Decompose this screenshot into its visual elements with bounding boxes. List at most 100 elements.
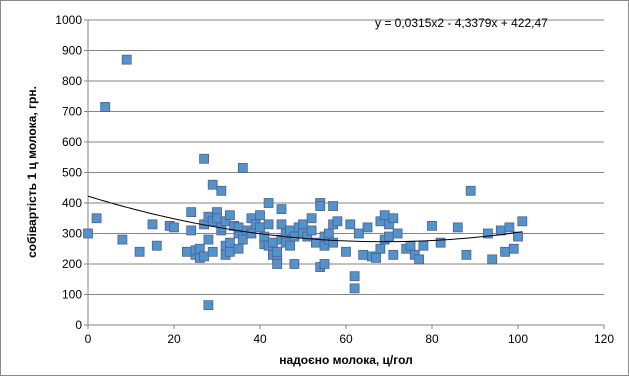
data-point [414, 254, 425, 265]
y-tick-label: 400 [62, 196, 82, 210]
data-point [452, 222, 463, 233]
x-axis-title: надоєно молока, ц/гол [279, 353, 413, 367]
data-point [362, 222, 373, 233]
data-point [186, 225, 197, 236]
data-point [388, 249, 399, 260]
data-point [349, 271, 360, 282]
data-point [117, 234, 128, 245]
y-tick-label: 900 [62, 44, 82, 58]
data-point [289, 259, 300, 269]
data-point [91, 213, 102, 224]
y-tick-label: 600 [62, 135, 82, 149]
data-point [216, 185, 227, 196]
data-point [237, 234, 248, 245]
data-point [147, 219, 158, 230]
data-point [199, 153, 210, 164]
data-point [487, 254, 498, 265]
data-point [405, 240, 416, 251]
y-tick-label: 100 [62, 288, 82, 302]
data-point [263, 198, 274, 208]
data-point [375, 243, 386, 254]
data-point [169, 222, 179, 233]
trendline-equation: y = 0,0315x2 - 4,3379x + 422,47 [375, 16, 548, 30]
trendline [87, 195, 523, 243]
data-point [500, 246, 511, 257]
data-point [203, 234, 214, 245]
x-tick-labels: 0 20 40 60 80 100 120 [85, 332, 615, 346]
data-point [388, 213, 399, 224]
data-point [207, 179, 218, 190]
data-point [272, 259, 283, 269]
data-point [134, 246, 145, 257]
gridlines [84, 19, 605, 329]
data-point [298, 219, 308, 230]
data-point [121, 54, 132, 65]
data-point [482, 228, 493, 239]
y-axis-title: собівартість 1 ц молока, грн. [25, 86, 39, 258]
x-tick-label: 20 [167, 332, 181, 346]
data-point [151, 240, 162, 251]
data-point [319, 259, 330, 269]
data-point [379, 210, 390, 221]
data-point [285, 240, 296, 251]
data-point [207, 246, 218, 257]
y-tick-label: 0 [75, 318, 82, 332]
data-point [461, 249, 472, 260]
data-point [224, 246, 235, 257]
data-point [306, 225, 317, 236]
data-point [224, 237, 235, 248]
data-point [504, 222, 515, 233]
data-point [237, 163, 248, 173]
x-tick-label: 60 [339, 332, 353, 346]
data-point [349, 283, 360, 294]
data-point [435, 237, 446, 248]
data-point [418, 240, 429, 251]
data-point [384, 231, 394, 242]
data-point [272, 246, 283, 257]
y-tick-label: 500 [62, 166, 82, 180]
data-point [508, 243, 519, 254]
data-point [371, 252, 382, 263]
data-point [100, 102, 111, 112]
x-tick-label: 0 [85, 332, 92, 346]
data-point [323, 228, 334, 239]
data-point [263, 219, 274, 230]
y-tick-label: 800 [62, 74, 82, 88]
data-point [203, 300, 214, 311]
data-point [392, 228, 403, 239]
data-point [328, 201, 339, 211]
x-tick-label: 40 [253, 332, 267, 346]
y-tick-label: 700 [62, 105, 82, 119]
data-point [212, 213, 222, 224]
data-point [341, 246, 351, 257]
data-point [224, 210, 235, 221]
y-tick-label: 300 [62, 227, 82, 241]
data-point [427, 220, 437, 231]
data-point [276, 204, 287, 215]
data-point [276, 219, 287, 230]
x-tick-label: 120 [594, 332, 614, 346]
data-point [345, 219, 356, 230]
data-point [246, 228, 257, 239]
data-point [495, 225, 506, 236]
x-tick-label: 80 [425, 332, 439, 346]
y-tick-label: 200 [62, 257, 82, 271]
data-point [513, 231, 523, 242]
data-point [358, 249, 369, 260]
axes [87, 20, 604, 326]
data-point [353, 228, 364, 239]
data-point [465, 185, 476, 196]
y-tick-label: 1000 [55, 13, 82, 27]
data-point [267, 237, 278, 248]
data-point [181, 246, 192, 257]
data-point [255, 210, 265, 221]
data-point [83, 228, 93, 239]
x-tick-label: 100 [508, 332, 528, 346]
data-point [186, 207, 197, 218]
data-point [306, 213, 317, 224]
data-point [199, 251, 210, 262]
data-point [328, 237, 339, 248]
data-point [289, 231, 300, 242]
